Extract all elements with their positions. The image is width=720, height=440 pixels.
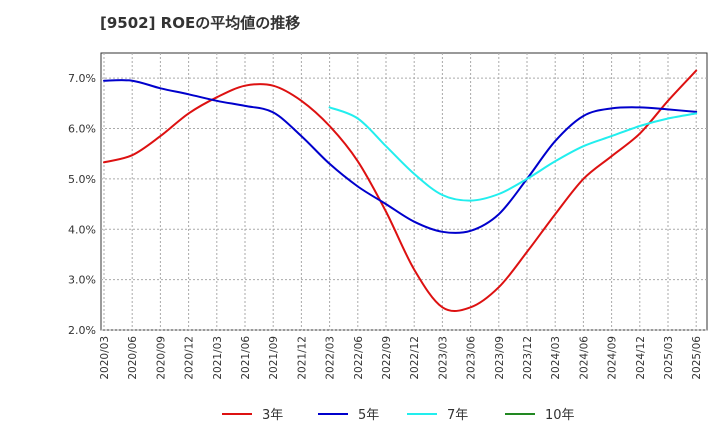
x-tick-label: 2022/06 (353, 336, 365, 380)
x-tick-label: 2022/03 (325, 336, 337, 380)
x-tick-label: 2024/09 (607, 336, 619, 380)
x-tick-label: 2020/12 (184, 336, 196, 380)
legend-label: 5年 (358, 408, 379, 423)
x-tick-label: 2025/03 (663, 336, 675, 380)
x-tick-label: 2021/12 (296, 336, 308, 380)
x-tick-label: 2021/09 (268, 336, 280, 380)
x-tick-label: 2022/12 (409, 336, 421, 380)
y-tick-label: 6.0% (68, 123, 96, 136)
y-tick-label: 4.0% (68, 223, 96, 236)
y-tick-label: 2.0% (68, 324, 96, 337)
legend-label: 10年 (545, 408, 575, 423)
x-tick-label: 2023/06 (466, 336, 478, 380)
plot-area (100, 52, 708, 331)
x-tick-label: 2021/06 (240, 336, 252, 380)
series-line-7年 (328, 106, 698, 202)
x-tick-label: 2023/12 (522, 336, 534, 380)
legend-label: 7年 (447, 408, 468, 423)
x-tick-label: 2023/03 (437, 336, 449, 380)
series-line-3年 (103, 69, 698, 312)
grid (101, 53, 707, 331)
series-line-5年 (103, 79, 698, 234)
legend-label: 3年 (262, 408, 283, 423)
x-tick-label: 2024/06 (578, 336, 590, 380)
y-tick-labels: 2.0% 3.0% 4.0% 5.0% 6.0% 7.0% (68, 72, 96, 337)
x-tick-label: 2024/12 (635, 336, 647, 380)
x-tick-label: 2023/09 (494, 336, 506, 380)
x-tick-label: 2020/09 (155, 336, 167, 380)
y-tick-label: 5.0% (68, 173, 96, 186)
y-tick-label: 7.0% (68, 72, 96, 85)
x-tick-label: 2020/06 (127, 336, 139, 380)
x-tick-label: 2024/03 (550, 336, 562, 380)
y-tick-label: 3.0% (68, 274, 96, 287)
x-tick-labels: 2020/03 2020/06 2020/09 2020/12 2021/03 2021/… (99, 336, 703, 380)
x-tick-label: 2020/03 (99, 336, 111, 380)
x-tick-label: 2025/06 (691, 336, 703, 380)
chart-title: [9502] ROEの平均値の推移 (100, 14, 301, 32)
series-lines (103, 69, 698, 312)
legend: 3年 5年 7年 10年 (222, 408, 575, 423)
x-tick-label: 2022/09 (381, 336, 393, 380)
x-tick-label: 2021/03 (212, 336, 224, 380)
